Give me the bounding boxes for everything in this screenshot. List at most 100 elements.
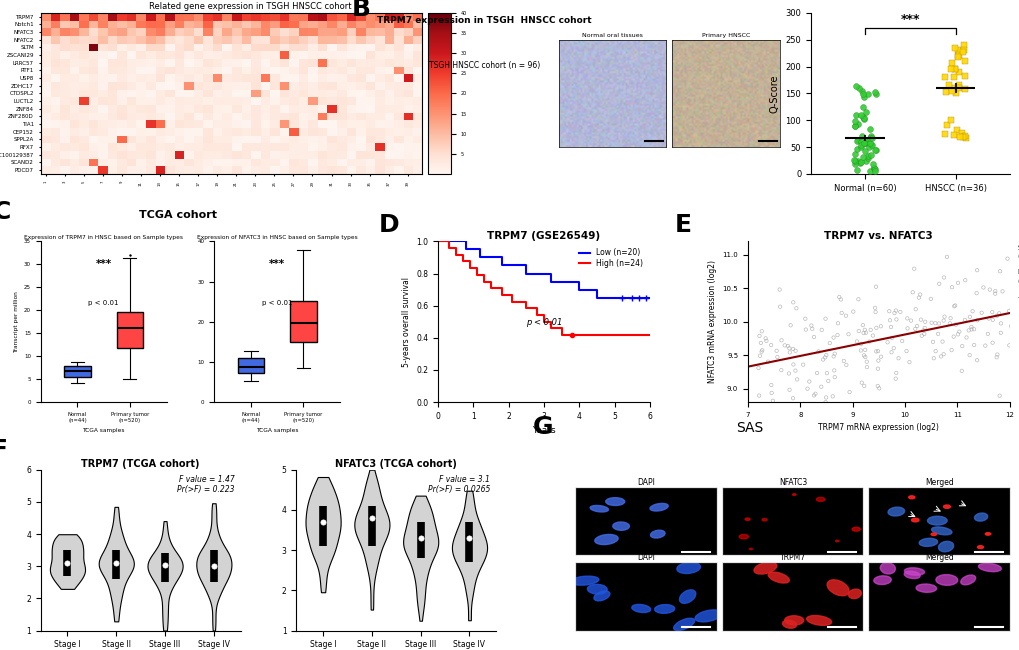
Point [864, 159, 880, 170]
Ellipse shape [937, 541, 953, 552]
Point [884, 343, 901, 354]
Point [888, 314, 904, 324]
Point [1000, 306, 1016, 316]
Line: High (n=24): High (n=24) [437, 241, 649, 335]
Point [1009, 308, 1019, 318]
Point [863, 140, 879, 151]
Point [805, 390, 821, 400]
Text: C: C [0, 200, 11, 224]
Point [751, 331, 767, 341]
Ellipse shape [815, 497, 824, 501]
Ellipse shape [570, 576, 598, 585]
Point [955, 40, 971, 51]
Low (n=20) [573, 286, 585, 294]
Point [825, 365, 842, 376]
Point [934, 315, 951, 326]
Point [953, 366, 969, 376]
Point [956, 131, 972, 141]
Point [461, 533, 477, 543]
Ellipse shape [915, 584, 935, 592]
Point [861, 138, 877, 148]
Point [865, 163, 881, 174]
Point [991, 318, 1008, 329]
Point [964, 306, 980, 317]
Point [942, 313, 958, 324]
Low (n=20) [431, 237, 443, 245]
Point [949, 83, 965, 93]
Point [860, 336, 876, 346]
Low (n=20) [643, 294, 655, 302]
High (n=24) [477, 278, 489, 285]
Point [828, 330, 845, 340]
Point [907, 304, 923, 315]
High (n=24) [537, 318, 549, 326]
Point [914, 325, 930, 335]
Point [882, 333, 899, 343]
Point [753, 346, 769, 357]
Point [929, 318, 946, 329]
Point [990, 391, 1007, 401]
Point [905, 263, 921, 274]
Point [934, 349, 951, 359]
Point [854, 102, 870, 112]
Y-axis label: 5-years overall survival: 5-years overall survival [401, 277, 411, 367]
Point [946, 300, 962, 311]
Point [947, 88, 963, 98]
Point [888, 368, 904, 378]
Y-axis label: Q-Score: Q-Score [769, 74, 780, 112]
Point [857, 107, 873, 117]
Y-axis label: NFATC3 mRNA expression (log2): NFATC3 mRNA expression (log2) [707, 260, 716, 384]
Point [867, 281, 883, 292]
Point [866, 303, 882, 313]
Point [787, 365, 803, 376]
Point [809, 346, 825, 357]
Point [933, 337, 950, 347]
Point [753, 326, 769, 337]
Point [849, 119, 865, 129]
Point [852, 142, 868, 152]
High (n=24) [457, 257, 469, 265]
Point [974, 282, 990, 293]
Point [824, 351, 841, 361]
Point [986, 289, 1003, 299]
Point [953, 341, 969, 351]
Point [861, 166, 877, 176]
Point [800, 376, 816, 387]
Point [775, 340, 792, 350]
Point [855, 111, 871, 122]
Point [968, 265, 984, 276]
Ellipse shape [587, 584, 606, 594]
Point [862, 150, 878, 160]
Ellipse shape [911, 518, 918, 522]
Point [819, 376, 836, 386]
Point [950, 83, 966, 93]
PathPatch shape [116, 312, 143, 348]
Ellipse shape [631, 604, 650, 612]
Title: Expression of NFATC3 in HNSC based on Sample types: Expression of NFATC3 in HNSC based on Sa… [197, 235, 358, 240]
Ellipse shape [806, 616, 830, 625]
Point [898, 346, 914, 356]
Point [958, 332, 974, 343]
Point [866, 145, 882, 155]
Point [941, 80, 957, 90]
Title: TRPM7 vs. NFATC3: TRPM7 vs. NFATC3 [823, 231, 932, 240]
Point [922, 317, 938, 328]
Point [937, 252, 954, 262]
Point [751, 350, 767, 361]
Point [759, 356, 775, 367]
Point [956, 315, 972, 325]
Point [866, 87, 882, 98]
Point [799, 384, 815, 394]
Point [852, 110, 868, 120]
Title: TRPM7: TRPM7 [780, 553, 805, 562]
Text: ***: *** [900, 14, 919, 27]
Point [904, 287, 920, 298]
Point [983, 315, 1000, 325]
Point [846, 156, 862, 166]
Point [859, 89, 875, 99]
Point [951, 132, 967, 142]
Point [934, 272, 951, 283]
Ellipse shape [649, 503, 667, 511]
High (n=24) [505, 298, 518, 305]
Point [855, 114, 871, 125]
